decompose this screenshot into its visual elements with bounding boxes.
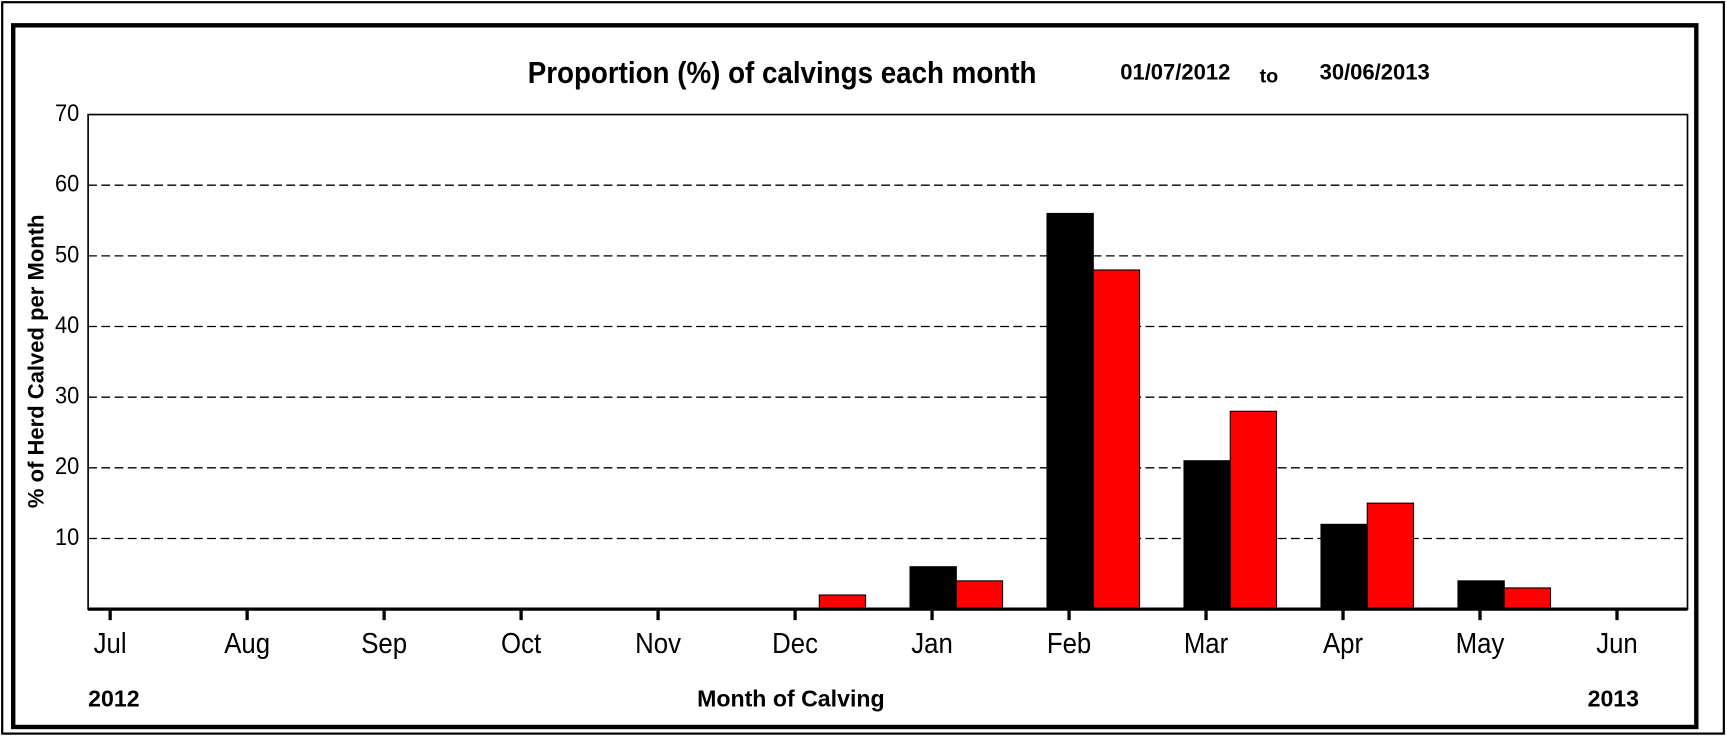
x-tick-label: Sep xyxy=(361,627,407,660)
x-tick-label: Apr xyxy=(1323,627,1363,660)
bar xyxy=(909,566,957,610)
x-tick-label: Dec xyxy=(772,627,818,660)
x-tick-label: May xyxy=(1456,627,1505,660)
x-tick-label: Aug xyxy=(224,627,270,660)
bar xyxy=(1229,410,1278,610)
bar xyxy=(1092,269,1141,610)
y-tick-label: 70 xyxy=(55,99,79,126)
x-axis-label: Month of Calving xyxy=(697,686,885,712)
date-sep: to xyxy=(1260,65,1279,87)
inner-frame xyxy=(11,23,1699,730)
x-tick-label: Jul xyxy=(94,627,127,660)
x-tick-label: Jun xyxy=(1596,627,1638,660)
y-axis-label: % of Herd Calved per Month xyxy=(23,215,48,509)
x-tick-label: Mar xyxy=(1184,627,1228,660)
y-tick-label: 10 xyxy=(55,523,79,550)
date-to: 30/06/2013 xyxy=(1320,60,1430,85)
y-tick-label: 60 xyxy=(55,170,79,197)
bar xyxy=(818,594,867,610)
bar xyxy=(1320,523,1368,610)
y-tick-label: 50 xyxy=(55,240,79,267)
x-tick-label: Oct xyxy=(501,627,541,660)
y-tick-label: 20 xyxy=(55,452,79,479)
y-tick-label: 30 xyxy=(55,382,79,409)
x-tick-label: Jan xyxy=(911,627,953,660)
bar xyxy=(955,580,1004,610)
y-tick-label: 40 xyxy=(55,311,79,338)
bar xyxy=(1183,460,1231,610)
x-tick-label: Nov xyxy=(635,627,681,660)
chart-title: Proportion (%) of calvings each month xyxy=(528,56,1037,91)
date-from: 01/07/2012 xyxy=(1120,60,1230,85)
plot-area xyxy=(87,113,1689,610)
bar xyxy=(1366,502,1415,610)
year-end: 2013 xyxy=(1588,686,1640,712)
bar xyxy=(1503,587,1552,610)
bar xyxy=(1457,580,1505,610)
x-tick-label: Feb xyxy=(1047,627,1091,660)
year-start: 2012 xyxy=(88,686,139,712)
bar xyxy=(1046,212,1094,610)
